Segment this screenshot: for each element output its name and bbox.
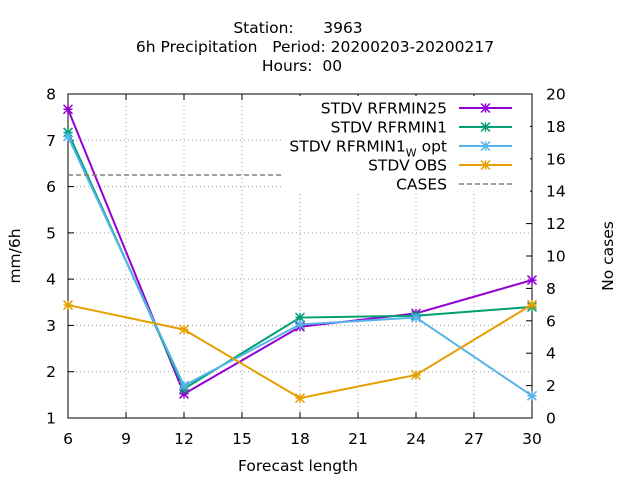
point-marker — [178, 380, 190, 391]
legend-entry: STDV OBS — [368, 157, 512, 175]
x-axis-label: Forecast length — [238, 457, 358, 475]
point-marker — [294, 393, 306, 404]
legend-label: STDV RFRMIN25 — [321, 100, 447, 118]
y2-tick-label: 18 — [546, 118, 566, 136]
chart-title: Station: 3963 6h Precipitation Period: 2… — [136, 19, 494, 75]
point-marker — [410, 369, 422, 380]
y2-tick-label: 12 — [546, 215, 566, 233]
x-tick-label: 12 — [174, 430, 194, 448]
y-tick-label: 6 — [46, 178, 56, 196]
legend-label: STDV OBS — [368, 157, 447, 175]
point-marker — [480, 140, 491, 152]
title-line-period: 6h Precipitation Period: 20200203-202002… — [136, 38, 494, 56]
legend-entry: CASES — [396, 176, 512, 194]
y2-tick-label: 6 — [546, 312, 556, 330]
y2-axis-label: No cases — [599, 221, 617, 291]
x-tick-label: 21 — [348, 430, 368, 448]
y-tick-label: 4 — [46, 271, 56, 289]
point-marker — [526, 390, 538, 401]
y-axis-label: mm/6h — [6, 228, 24, 283]
y-tick-label: 3 — [46, 317, 56, 335]
y2-tick-label: 14 — [546, 183, 566, 201]
legend-label-tail: opt — [417, 138, 447, 156]
y2-tick-label: 8 — [546, 280, 556, 298]
point-marker — [294, 319, 306, 330]
point-marker — [62, 131, 74, 142]
title-line-station: Station: 3963 — [233, 19, 362, 37]
title-line-hours: Hours: 00 — [262, 57, 342, 75]
x-tick-label: 15 — [232, 430, 252, 448]
x-tick-label: 9 — [121, 430, 131, 448]
tick-labels: 6 9 12 15 18 21 24 27 30123456780246810121416182… — [46, 86, 566, 449]
series-stdv-rfrmin1-w-opt — [62, 131, 538, 401]
y2-tick-label: 2 — [546, 377, 556, 395]
y-tick-label: 8 — [46, 86, 56, 104]
series-stdv-obs — [62, 299, 538, 404]
plot-border — [67, 93, 533, 419]
point-marker — [480, 102, 491, 114]
x-tick-label: 24 — [406, 430, 426, 448]
point-marker — [480, 159, 491, 171]
legend-label-subscript: W — [406, 147, 417, 160]
point-marker — [526, 275, 538, 286]
x-tick-label: 27 — [464, 430, 484, 448]
point-marker — [480, 121, 491, 133]
y-tick-label: 1 — [46, 410, 56, 428]
point-marker — [178, 324, 190, 335]
point-marker — [178, 388, 190, 399]
y-tick-label: 7 — [46, 132, 56, 150]
point-marker — [62, 104, 74, 115]
y-tick-label: 5 — [46, 224, 56, 242]
point-marker — [410, 312, 422, 323]
legend-entry: STDV RFRMIN1 — [331, 119, 512, 137]
y-tick-label: 2 — [46, 363, 56, 381]
y2-tick-label: 16 — [546, 150, 566, 168]
point-marker — [294, 312, 306, 323]
y2-tick-label: 4 — [546, 345, 556, 363]
legend-label: CASES — [396, 176, 447, 194]
x-tick-label: 6 — [63, 430, 73, 448]
x-tick-label: 30 — [522, 430, 542, 448]
x-tick-label: 18 — [290, 430, 310, 448]
y2-tick-label: 20 — [546, 86, 566, 104]
y2-tick-label: 10 — [546, 248, 566, 266]
y2-tick-label: 0 — [546, 410, 556, 428]
legend-entry: STDV RFRMIN25 — [321, 100, 512, 118]
legend-label: STDV RFRMIN1 — [331, 119, 447, 137]
point-marker — [62, 300, 74, 311]
point-marker — [526, 299, 538, 310]
